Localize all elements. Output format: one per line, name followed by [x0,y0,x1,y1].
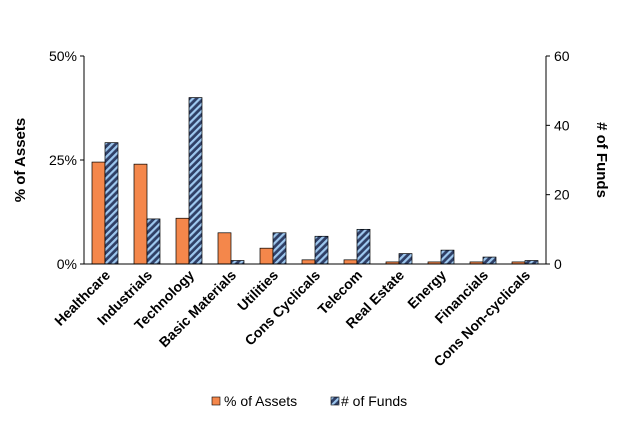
bar-assets [217,232,232,265]
bar-funds [482,256,497,265]
legend-label-funds: # of Funds [341,393,407,409]
bar-assets [175,217,190,265]
bar-funds [398,253,413,265]
bar-assets [343,259,358,265]
right-tick-label: 40 [554,117,570,133]
bar-funds [356,228,371,265]
right-tick-label: 20 [554,187,570,203]
legend: % of Assets # of Funds [211,393,407,409]
left-tick-label: 50% [49,48,77,64]
bar-funds [314,235,329,265]
left-tick-label: 0% [57,256,77,272]
bar-funds [524,260,539,265]
legend-swatch-assets [211,396,221,406]
bar-funds [272,232,287,265]
left-tick-label: 25% [49,152,77,168]
right-tick-label: 60 [554,48,570,64]
bar-assets [91,161,106,265]
left-axis-title: % of Assets [12,118,29,202]
right-tick-label: 0 [554,256,562,272]
bar-assets [301,259,316,265]
legend-label-assets: % of Assets [224,393,297,409]
bar-funds [146,218,161,265]
legend-swatch-funds [330,396,340,406]
bar-funds [104,142,119,265]
right-axis-title: # of Funds [593,122,610,198]
bar-funds [440,249,455,265]
bar-funds [188,97,203,265]
bar-assets [259,247,274,265]
bars-layer [91,97,539,265]
bar-assets [133,163,148,265]
category-label: Cons Cyclicals [241,267,323,349]
category-label: Basic Materials [156,267,240,351]
bar-funds [230,260,245,265]
ticks-layer: 0% 25% 50% 0 20 40 60 [49,48,570,272]
